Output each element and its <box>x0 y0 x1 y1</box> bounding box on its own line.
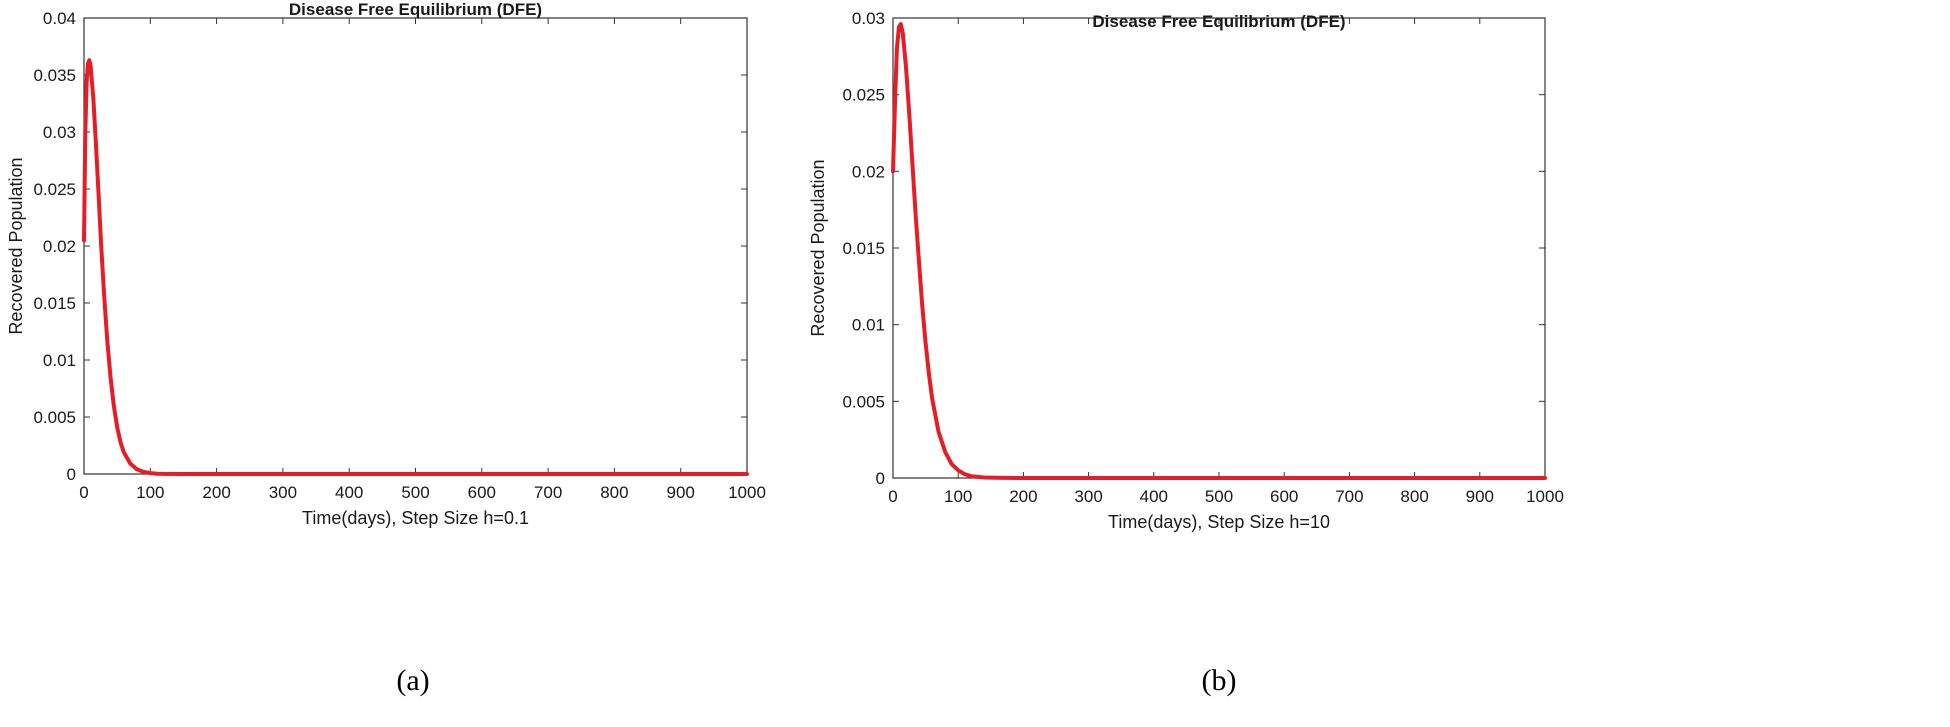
y-tick-label: 0.015 <box>842 239 885 258</box>
x-tick-label: 300 <box>1074 487 1102 506</box>
y-tick-label: 0.01 <box>43 351 76 370</box>
plot-area-frame <box>83 17 748 475</box>
chart-title: Disease Free Equilibrium (DFE) <box>289 0 542 19</box>
x-tick-label: 200 <box>1009 487 1037 506</box>
x-tick-label: 700 <box>1335 487 1363 506</box>
x-tick-label: 700 <box>534 483 562 502</box>
x-tick-label: 600 <box>468 483 496 502</box>
x-tick-label: 400 <box>335 483 363 502</box>
y-tick-label: 0.035 <box>33 66 76 85</box>
y-tick-label: 0.04 <box>43 9 76 28</box>
y-tick-label: 0 <box>67 465 76 484</box>
panel-a: 0 100 200 300 400 500 600 700 800 900 1000 0 0.005 0.… <box>6 0 766 697</box>
chart-title: Disease Free Equilibrium (DFE) <box>1092 12 1345 31</box>
panel-caption: (b) <box>1202 664 1237 697</box>
x-tick-label: 300 <box>269 483 297 502</box>
x-axis-label: Time(days), Step Size h=10 <box>1108 512 1330 532</box>
x-tick-label: 900 <box>1466 487 1494 506</box>
y-axis-label: Recovered Population <box>6 157 26 334</box>
y-tick-label: 0.02 <box>43 237 76 256</box>
y-tick-label: 0.03 <box>43 123 76 142</box>
panel-b: 0 100 200 300 400 500 600 700 800 900 1000 0 0.005 0.… <box>808 9 1564 697</box>
x-tick-label: 1000 <box>1526 487 1564 506</box>
x-tick-label: 0 <box>79 483 88 502</box>
plot-area-frame <box>892 17 1546 479</box>
y-tick-label: 0.005 <box>33 408 76 427</box>
y-tick-label: 0.025 <box>842 86 885 105</box>
panel-caption: (a) <box>396 664 429 697</box>
x-tick-label: 1000 <box>728 483 766 502</box>
x-tick-label: 0 <box>888 487 897 506</box>
x-tick-label: 800 <box>600 483 628 502</box>
x-tick-label: 200 <box>202 483 230 502</box>
y-tick-label: 0.01 <box>852 316 885 335</box>
y-tick-label: 0.03 <box>852 9 885 28</box>
x-axis-label: Time(days), Step Size h=0.1 <box>302 508 529 528</box>
x-tick-label: 400 <box>1140 487 1168 506</box>
y-tick-label: 0 <box>876 469 885 488</box>
y-tick-label: 0.025 <box>33 180 76 199</box>
recovered-population-curve <box>891 22 1547 480</box>
x-tick-label: 600 <box>1270 487 1298 506</box>
x-tick-label: 100 <box>136 483 164 502</box>
y-axis-label: Recovered Population <box>808 159 828 336</box>
y-tick-label: 0.015 <box>33 294 76 313</box>
y-tick-label: 0.005 <box>842 392 885 411</box>
x-tick-label: 100 <box>944 487 972 506</box>
x-tick-label: 500 <box>1205 487 1233 506</box>
x-tick-label: 500 <box>401 483 429 502</box>
y-tick-label: 0.02 <box>852 162 885 181</box>
x-tick-label: 900 <box>667 483 695 502</box>
x-tick-label: 800 <box>1400 487 1428 506</box>
recovered-population-curve <box>82 58 749 476</box>
